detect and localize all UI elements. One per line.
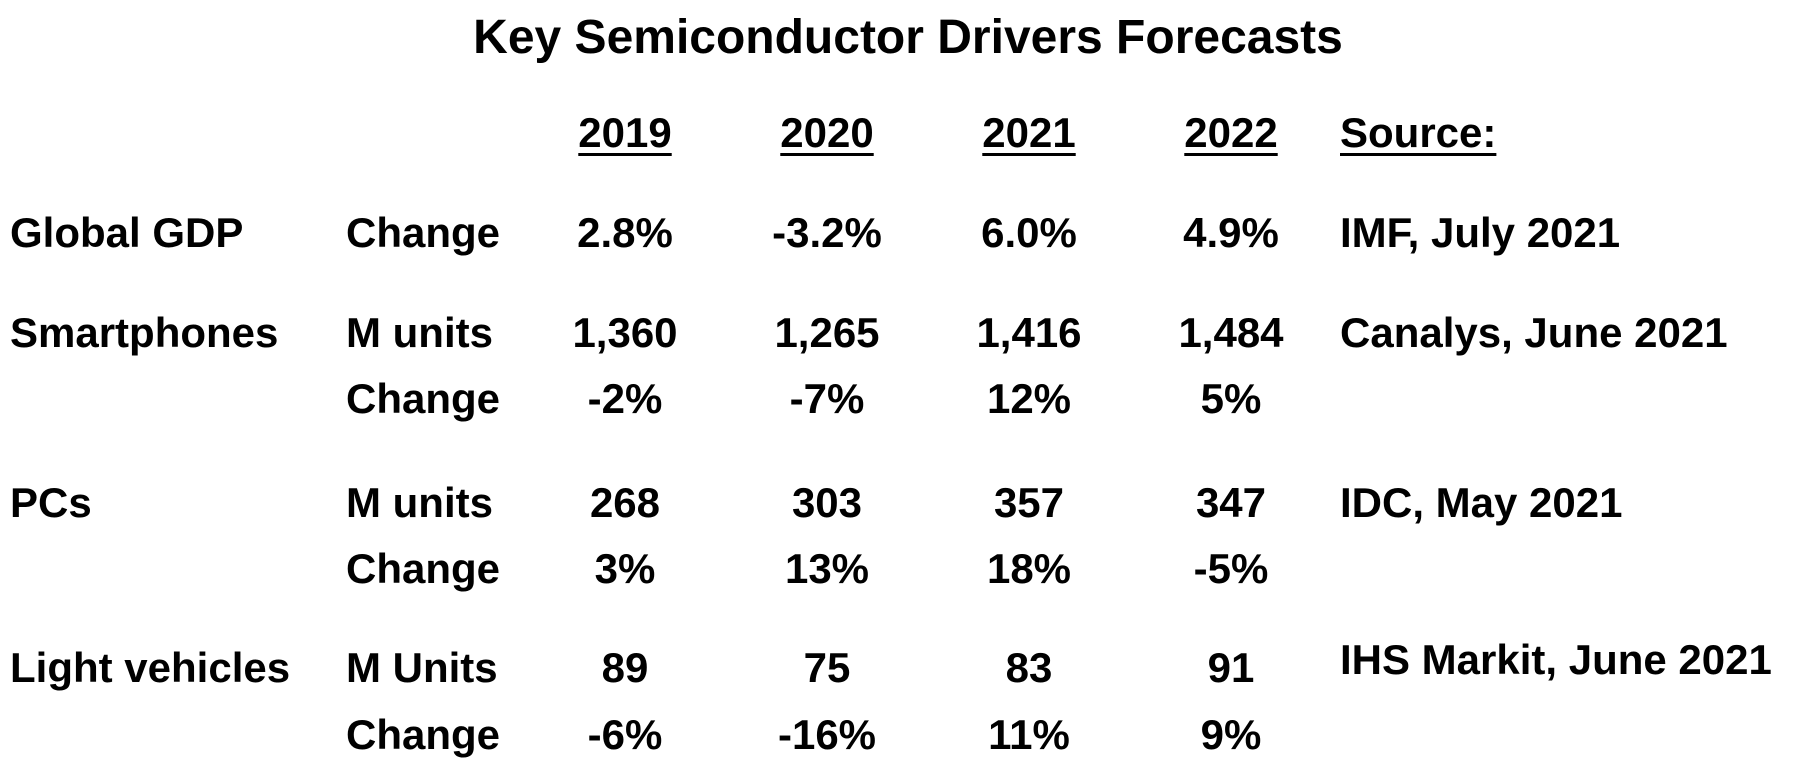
row-metric-label: Change [346, 711, 501, 758]
table-cell-value: 268 [589, 479, 661, 526]
source-header: Source: [1340, 109, 1497, 156]
table-cell-value: 5% [1200, 375, 1262, 422]
year-header: 2021 [982, 109, 1076, 156]
table-cell-value: 12% [986, 375, 1072, 422]
year-header: 2022 [1184, 109, 1278, 156]
row-category-label: Light vehicles [10, 644, 291, 691]
table-cell-value: 1,265 [774, 309, 880, 356]
table-cell-value: 13% [784, 545, 870, 592]
table-cell-value: 1,416 [976, 309, 1082, 356]
table-cell-value: -2% [587, 375, 663, 422]
table-cell-value: 4.9% [1183, 209, 1279, 256]
row-metric-label: Change [346, 375, 501, 422]
table-cell-value: 2.8% [577, 209, 673, 256]
row-source: IDC, May 2021 [1340, 479, 1623, 526]
row-category-label: Smartphones [10, 309, 279, 356]
row-source: IMF, July 2021 [1340, 209, 1621, 256]
table-cell-value: -16% [777, 711, 877, 758]
table-cell-value: 18% [986, 545, 1072, 592]
table-cell-value: 1,484 [1178, 309, 1284, 356]
table-cell-value: -7% [789, 375, 865, 422]
row-metric-label: M units [346, 479, 493, 526]
table-cell-value: 91 [1207, 644, 1255, 691]
row-source: Canalys, June 2021 [1340, 309, 1728, 356]
table-cell-value: 6.0% [981, 209, 1077, 256]
row-metric-label: Change [346, 545, 501, 592]
table-cell-value: 89 [601, 644, 649, 691]
page-title: Key Semiconductor Drivers Forecasts [473, 11, 1343, 64]
row-metric-label: M units [346, 309, 493, 356]
year-header: 2019 [578, 109, 672, 156]
table-cell-value: 303 [791, 479, 863, 526]
table-cell-value: 11% [988, 711, 1070, 758]
table-cell-value: 357 [993, 479, 1065, 526]
row-source: IHS Markit, June 2021 [1340, 636, 1772, 683]
table-cell-value: 1,360 [572, 309, 678, 356]
row-category-label: PCs [10, 479, 92, 526]
table-cell-value: 83 [1005, 644, 1053, 691]
table-cell-value: -6% [587, 711, 663, 758]
year-header: 2020 [780, 109, 874, 156]
table-cell-value: 9% [1200, 711, 1262, 758]
table-cell-value: -5% [1193, 545, 1269, 592]
table-cell-value: 3% [594, 545, 656, 592]
table-cell-value: 75 [803, 644, 851, 691]
row-category-label: Global GDP [10, 209, 244, 256]
row-metric-label: M Units [346, 644, 498, 691]
table-cell-value: -3.2% [772, 209, 882, 256]
row-metric-label: Change [346, 209, 501, 256]
table-cell-value: 347 [1195, 479, 1267, 526]
